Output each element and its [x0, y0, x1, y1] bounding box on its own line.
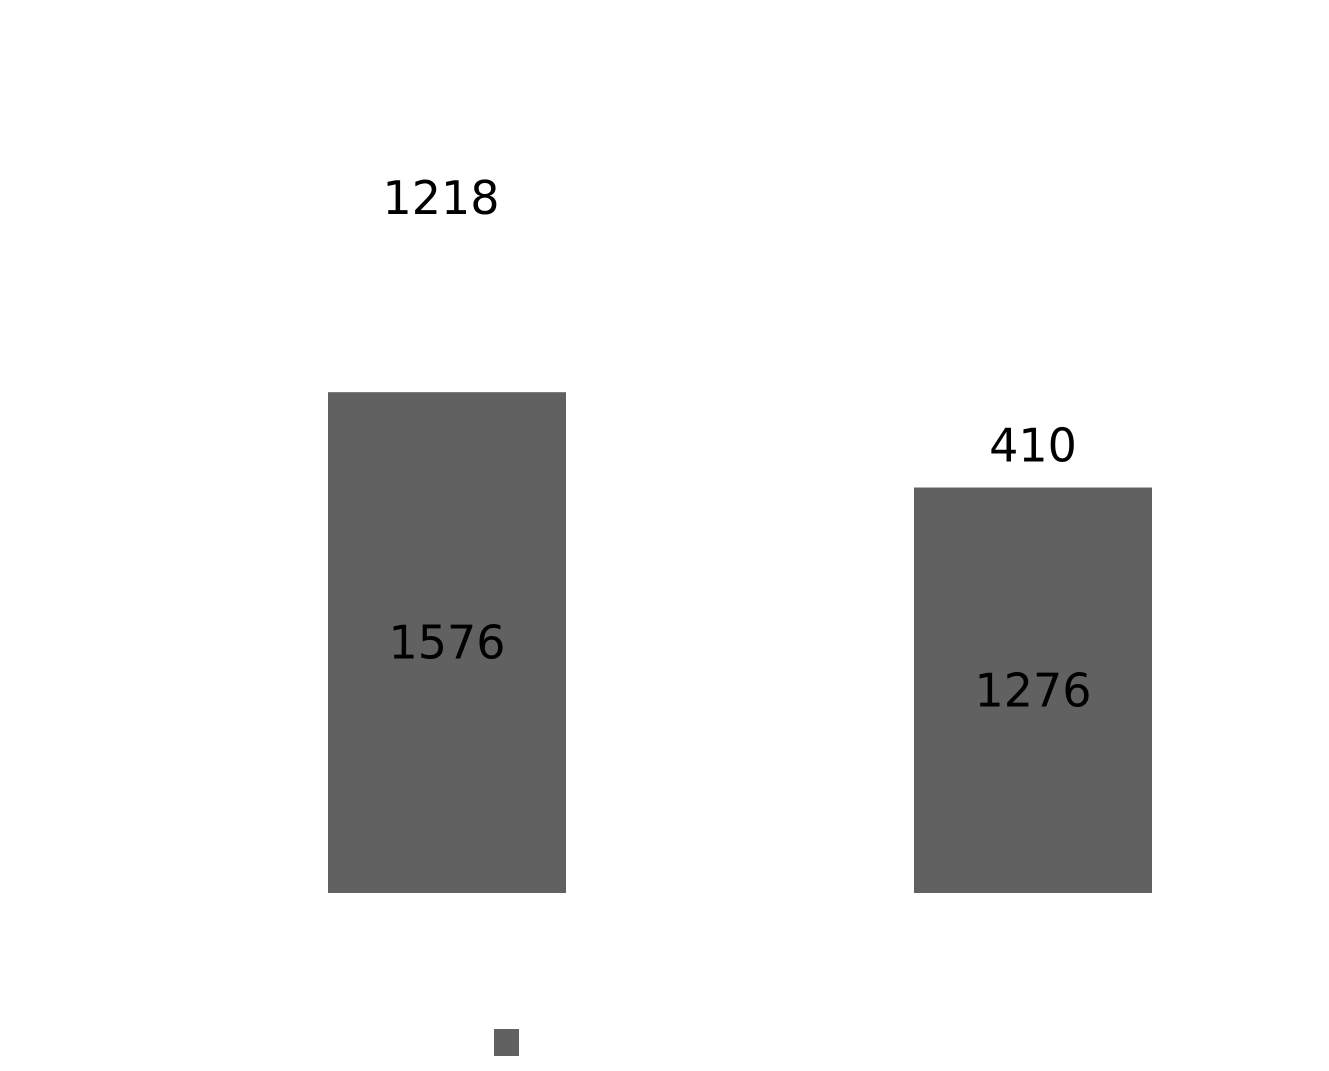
bar-top-label-1: 1218 [382, 171, 499, 225]
bar-value-label-2: 1276 [974, 663, 1091, 717]
bars-layer [328, 392, 1152, 893]
bar-2 [914, 487, 1152, 893]
bar-top-label-2: 410 [989, 419, 1077, 473]
bar-1 [328, 392, 566, 893]
legend [494, 1029, 519, 1056]
labels-layer: 1576 1218 1276 410 [382, 171, 1091, 717]
legend-swatch [494, 1029, 519, 1056]
bar-value-label-1: 1576 [388, 616, 505, 670]
